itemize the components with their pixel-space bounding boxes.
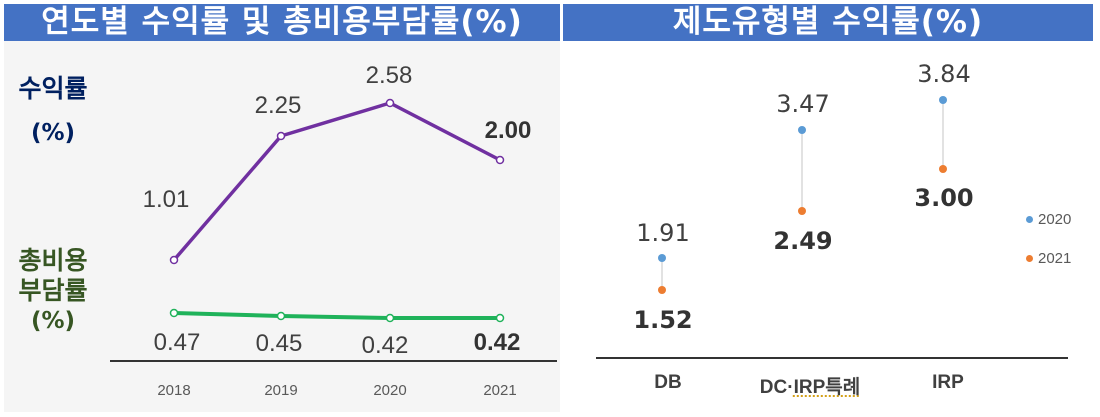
cost-axis-label-unit: (%) xyxy=(30,308,76,334)
dc-irp-point-2021 xyxy=(798,207,806,215)
legend-label-2020: 2020 xyxy=(1038,211,1072,228)
cost-point-2021 xyxy=(495,313,505,323)
left-chart-panel xyxy=(4,40,560,412)
year-tick-2021: 2021 xyxy=(483,382,517,399)
return-axis-label: 수익률 (%) xyxy=(8,74,98,148)
cost-point-2019 xyxy=(276,311,286,321)
return-label-2021: 2.00 xyxy=(484,117,532,144)
return-point-2020 xyxy=(385,98,395,108)
cost-label-2021: 0.42 xyxy=(473,329,521,356)
year-tick-2020: 2020 xyxy=(373,382,407,399)
right-chart-title: 제도유형별 수익률(%) xyxy=(563,4,1093,41)
return-axis-label-text: 수익률 xyxy=(18,74,88,103)
dc-irp-label-2020: 3.47 xyxy=(776,90,830,118)
cost-label-2018: 0.47 xyxy=(153,329,201,356)
return-point-2021 xyxy=(495,155,505,165)
return-point-2018 xyxy=(169,255,179,265)
category-dc-irp: DC·IRP특례 xyxy=(760,372,860,399)
cost-label-2020: 0.42 xyxy=(361,332,409,359)
return-label-2019: 2.25 xyxy=(254,92,302,119)
return-label-2020: 2.58 xyxy=(365,62,413,89)
category-db: DB xyxy=(654,372,682,393)
db-point-2021 xyxy=(658,286,666,294)
return-label-2018: 1.01 xyxy=(142,186,190,213)
year-tick-2019: 2019 xyxy=(264,382,298,399)
cost-line xyxy=(173,311,500,320)
legend-item-2021: 2021 xyxy=(1026,250,1071,267)
category-dc-irp-prefix: DC· xyxy=(759,377,794,398)
db-label-2021: 1.52 xyxy=(633,306,693,334)
dc-irp-point-2020 xyxy=(798,126,806,134)
legend-dot-2021-icon xyxy=(1026,255,1033,262)
year-tick-2018: 2018 xyxy=(157,382,191,399)
left-chart-title: 연도별 수익률 및 총비용부담률(%) xyxy=(4,4,560,41)
category-irp: IRP xyxy=(932,372,964,393)
cost-point-2020 xyxy=(385,313,395,323)
return-axis-label-unit: (%) xyxy=(30,120,76,146)
cost-axis-label-line1: 총비용 xyxy=(18,246,88,275)
db-label-2020: 1.91 xyxy=(636,219,690,247)
db-point-2020 xyxy=(658,254,666,262)
category-dc-irp-suffix: IRP특례 xyxy=(793,377,861,398)
legend-item-2020: 2020 xyxy=(1026,211,1071,228)
irp-point-2021 xyxy=(939,165,947,173)
irp-label-2020: 3.84 xyxy=(917,60,971,88)
irp-label-2021: 3.00 xyxy=(914,184,974,212)
legend-label-2021: 2021 xyxy=(1038,250,1072,267)
legend-dot-2020-icon xyxy=(1026,216,1033,223)
dc-irp-label-2021: 2.49 xyxy=(773,227,833,255)
return-line xyxy=(172,101,501,262)
return-point-2019 xyxy=(276,131,286,141)
cost-axis-label: 총비용 부담률 (%) xyxy=(8,246,98,336)
cost-point-2018 xyxy=(169,308,179,318)
cost-label-2019: 0.45 xyxy=(255,330,303,357)
cost-axis-label-line2: 부담률 xyxy=(18,276,88,305)
irp-point-2020 xyxy=(939,96,947,104)
